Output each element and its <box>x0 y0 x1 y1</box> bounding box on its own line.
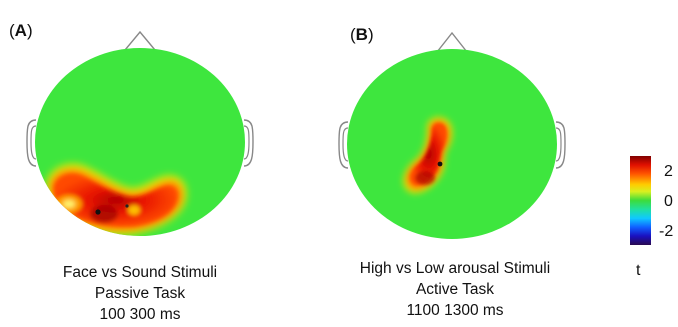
panel-b-caption-line: 1100 1300 ms <box>406 302 504 319</box>
electrode-marker <box>125 204 129 208</box>
colorbar-tick-label: -2 <box>659 223 674 240</box>
electrode-marker <box>95 209 101 215</box>
panel-b-topomap <box>338 31 566 239</box>
panel-a-letter: A <box>14 21 27 40</box>
panel-a-caption-line: Face vs Sound Stimuli <box>62 264 218 281</box>
panel-a-topomap <box>26 30 254 236</box>
activation-cluster-b <box>403 117 453 194</box>
panel-a-caption: Face vs Sound Stimuli Passive Task 100 3… <box>20 262 260 325</box>
nose-outline <box>124 30 156 51</box>
colorbar-tick-label: 0 <box>664 193 673 210</box>
panel-b-caption-line: Active Task <box>415 281 495 298</box>
electrode-marker <box>437 161 443 167</box>
head-outline <box>347 49 557 239</box>
panel-b-letter: B <box>355 25 368 44</box>
colorbar <box>630 156 651 245</box>
panel-b-caption-line: High vs Low arousal Stimuli <box>359 260 551 277</box>
panel-a-caption-line: 100 300 ms <box>99 306 181 323</box>
activation-cluster-a <box>46 164 187 235</box>
colorbar-unit-label: t <box>636 262 641 279</box>
panel-a-label: (A) <box>9 21 33 40</box>
panel-b-label: (B) <box>350 25 374 44</box>
panel-a-caption-line: Passive Task <box>94 285 186 302</box>
colorbar-tick-label: 2 <box>664 163 673 180</box>
panel-b-caption: High vs Low arousal Stimuli Active Task … <box>335 258 575 321</box>
nose-outline <box>436 31 468 53</box>
